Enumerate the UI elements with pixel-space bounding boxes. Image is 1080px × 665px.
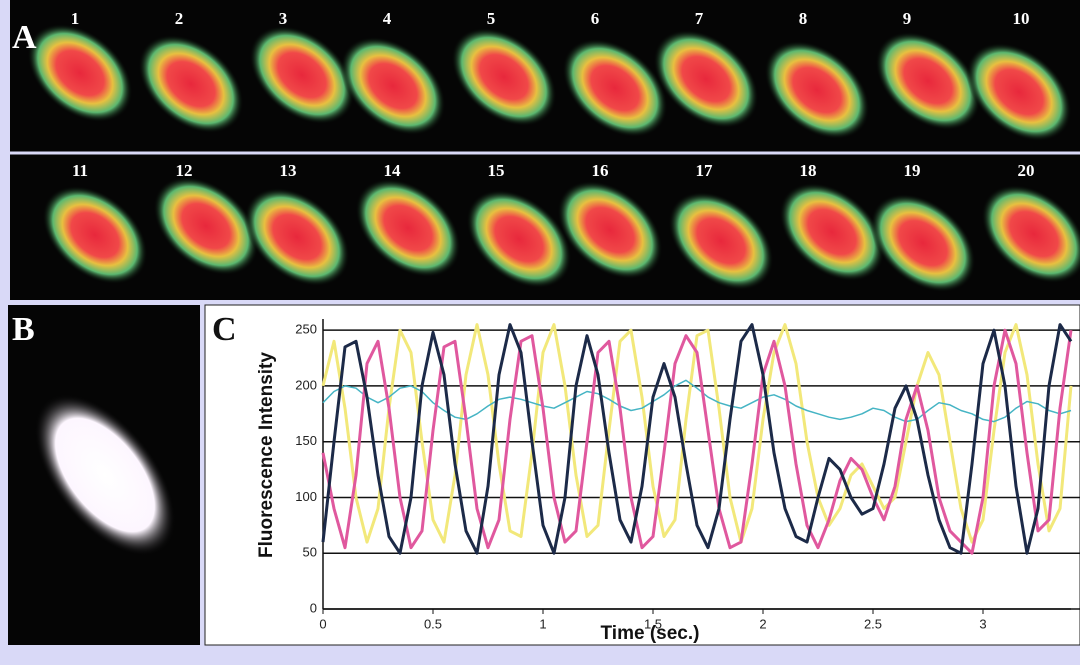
frame-number: 1	[71, 9, 80, 28]
frame-number: 12	[176, 161, 193, 180]
frame-number: 15	[488, 161, 505, 180]
frame-number: 6	[591, 9, 600, 28]
cell	[244, 187, 350, 287]
frame-number: 11	[72, 161, 88, 180]
x-tick-label: 1	[539, 616, 546, 631]
cell	[249, 25, 355, 125]
cell	[779, 182, 885, 282]
cell	[668, 191, 774, 291]
frame-number: 2	[175, 9, 184, 28]
frame-number: 10	[1013, 9, 1030, 28]
y-tick-label: 100	[295, 489, 317, 504]
x-tick-label: 0.5	[424, 616, 442, 631]
panel-label: B	[12, 311, 35, 348]
frame-number: 7	[695, 9, 704, 28]
frame-number: 9	[903, 9, 912, 28]
x-tick-label: 3	[979, 616, 986, 631]
frame-number: 16	[592, 161, 609, 180]
cell	[870, 193, 976, 293]
cell	[153, 176, 259, 276]
data-line	[321, 323, 1073, 555]
cell	[653, 29, 759, 129]
frame-number: 13	[280, 161, 297, 180]
cell	[42, 185, 148, 285]
panel-label: C	[212, 311, 237, 348]
frame-number: 8	[799, 9, 808, 28]
frame-number: 18	[800, 161, 817, 180]
x-tick-label: 2.5	[864, 616, 882, 631]
x-axis-title: Time (sec.)	[601, 623, 700, 644]
y-tick-label: 150	[295, 433, 317, 448]
cell	[340, 36, 446, 136]
data-line	[321, 328, 1073, 555]
cell	[27, 23, 133, 123]
cell	[138, 34, 244, 134]
y-tick-label: 250	[295, 322, 317, 337]
x-tick-label: 1.5	[644, 616, 662, 631]
cell	[466, 189, 572, 289]
frame-number: 19	[904, 161, 921, 180]
x-tick-label: 0	[319, 616, 326, 631]
panel-label: A	[12, 19, 37, 56]
cell	[355, 178, 461, 278]
y-tick-label: 50	[303, 545, 317, 560]
frame-number: 4	[383, 9, 392, 28]
cell	[981, 184, 1080, 284]
frame-number: 3	[279, 9, 288, 28]
frame-number: 20	[1018, 161, 1035, 180]
cell-blob	[34, 394, 176, 556]
data-line	[321, 323, 1073, 544]
frame-number: 14	[384, 161, 402, 180]
cell	[875, 31, 981, 131]
frame-number: 17	[696, 161, 714, 180]
y-tick-label: 200	[295, 377, 317, 392]
cell	[451, 27, 557, 127]
cell	[764, 40, 870, 140]
y-tick-label: 0	[310, 600, 317, 615]
cell	[562, 38, 668, 138]
cell	[966, 42, 1072, 142]
x-tick-label: 2	[759, 616, 766, 631]
y-axis-title: Fluorescence Intensity	[256, 352, 277, 558]
frame-number: 5	[487, 9, 496, 28]
cell	[557, 180, 663, 280]
